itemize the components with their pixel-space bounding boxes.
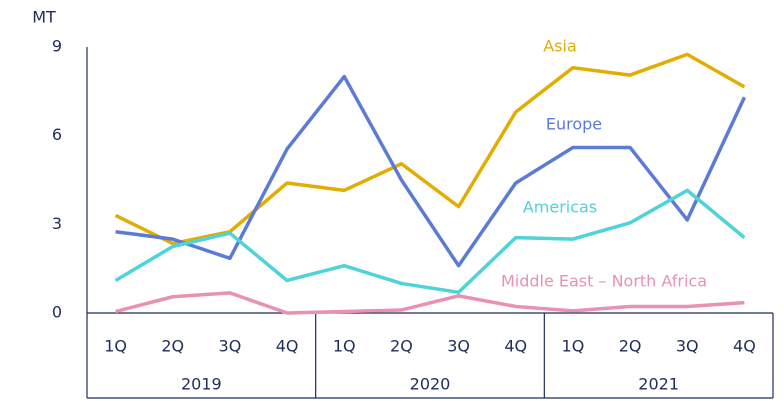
x-tick-label: 4Q: [733, 337, 756, 356]
x-tick-label: 3Q: [219, 337, 242, 356]
series-label: Middle East – North Africa: [501, 272, 707, 291]
x-tick-label: 4Q: [504, 337, 527, 356]
y-tick-label: 9: [52, 37, 62, 56]
x-tick-label: 3Q: [676, 337, 699, 356]
x-tick-label: 3Q: [447, 337, 470, 356]
series-line: [114, 52, 746, 246]
x-tick-label: 2Q: [619, 337, 642, 356]
x-tick-label: 1Q: [333, 337, 356, 356]
x-tick-label: 1Q: [562, 337, 585, 356]
series-line: [115, 74, 747, 268]
group-label: 2021: [638, 375, 679, 394]
x-tick-label: 2Q: [161, 337, 184, 356]
x-tick-label: 4Q: [276, 337, 299, 356]
series-label: Asia: [543, 37, 577, 56]
y-tick-label: 0: [52, 303, 62, 322]
group-label: 2020: [410, 375, 451, 394]
series-label: Americas: [523, 198, 597, 217]
y-axis-label: MT: [32, 8, 56, 27]
group-label: 2019: [181, 375, 222, 394]
x-tick-label: 2Q: [390, 337, 413, 356]
series-line: [115, 291, 745, 315]
series-line: [114, 188, 746, 295]
x-tick-label: 1Q: [104, 337, 127, 356]
y-tick-label: 3: [52, 214, 62, 233]
series-label: Europe: [546, 115, 602, 134]
y-tick-label: 6: [52, 125, 62, 144]
